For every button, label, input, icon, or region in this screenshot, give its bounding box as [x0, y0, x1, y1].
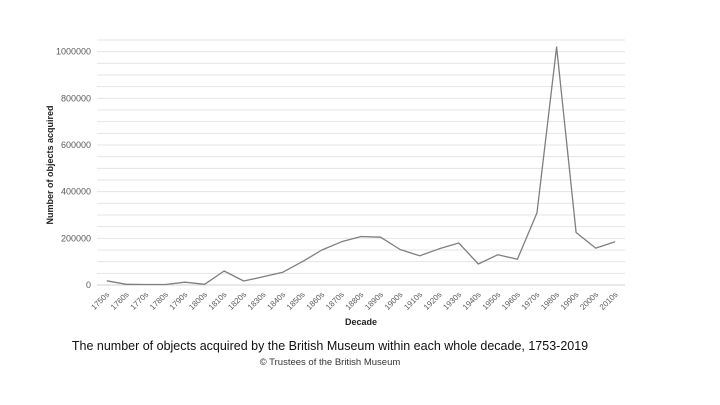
x-tick-label: 1910s	[402, 290, 424, 312]
x-tick-label: 1920s	[422, 290, 444, 312]
x-tick-label: 1940s	[461, 290, 483, 312]
x-tick-label: 1850s	[285, 290, 307, 312]
x-tick-label: 1990s	[559, 290, 581, 312]
copyright-credit: © Trustees of the British Museum	[259, 357, 401, 368]
x-tick-label: 1790s	[168, 290, 190, 312]
x-tick-label: 1840s	[265, 290, 287, 312]
x-tick-label: 1950s	[481, 290, 503, 312]
x-tick-label: 2010s	[598, 290, 620, 312]
x-tick-label: 1890s	[363, 290, 385, 312]
x-tick-label: 1760s	[109, 290, 131, 312]
x-tick-label: 1820s	[226, 290, 248, 312]
x-tick-label: 1960s	[500, 290, 522, 312]
x-tick-label: 1930s	[441, 290, 463, 312]
x-tick-label: 1750s	[89, 290, 111, 312]
x-axis-title: Decade	[345, 317, 377, 327]
x-tick-label: 1900s	[383, 290, 405, 312]
x-tick-label: 1880s	[344, 290, 366, 312]
y-tick-label: 1000000	[56, 47, 91, 57]
figure-caption: The number of objects acquired by the Br…	[71, 339, 589, 353]
x-tick-label: 1980s	[539, 290, 561, 312]
gridlines	[97, 39, 625, 274]
y-tick-label: 0	[86, 280, 91, 290]
x-tick-label: 1810s	[207, 290, 229, 312]
x-tick-label: 2000s	[578, 290, 600, 312]
x-tick-label: 1860s	[305, 290, 327, 312]
x-tick-label: 1780s	[148, 290, 170, 312]
y-axis-title: Number of objects acquired	[45, 105, 55, 224]
y-tick-label: 800000	[61, 93, 91, 103]
x-tick-label: 1870s	[324, 290, 346, 312]
y-tick-label: 200000	[61, 233, 91, 243]
x-tick-label: 1830s	[246, 290, 268, 312]
series-line	[106, 46, 616, 286]
y-tick-labels: 0 200000 400000 600000 800000 1000000	[56, 47, 91, 290]
series-lines	[106, 46, 616, 286]
y-tick-label: 400000	[61, 187, 91, 197]
x-tick-label: 1770s	[129, 290, 151, 312]
x-tick-labels: 1750s1760s1770s1780s1790s1800s1810s1820s…	[89, 290, 619, 312]
y-tick-label: 600000	[61, 140, 91, 150]
x-tick-label: 1970s	[520, 290, 542, 312]
x-tick-label: 1800s	[187, 290, 209, 312]
